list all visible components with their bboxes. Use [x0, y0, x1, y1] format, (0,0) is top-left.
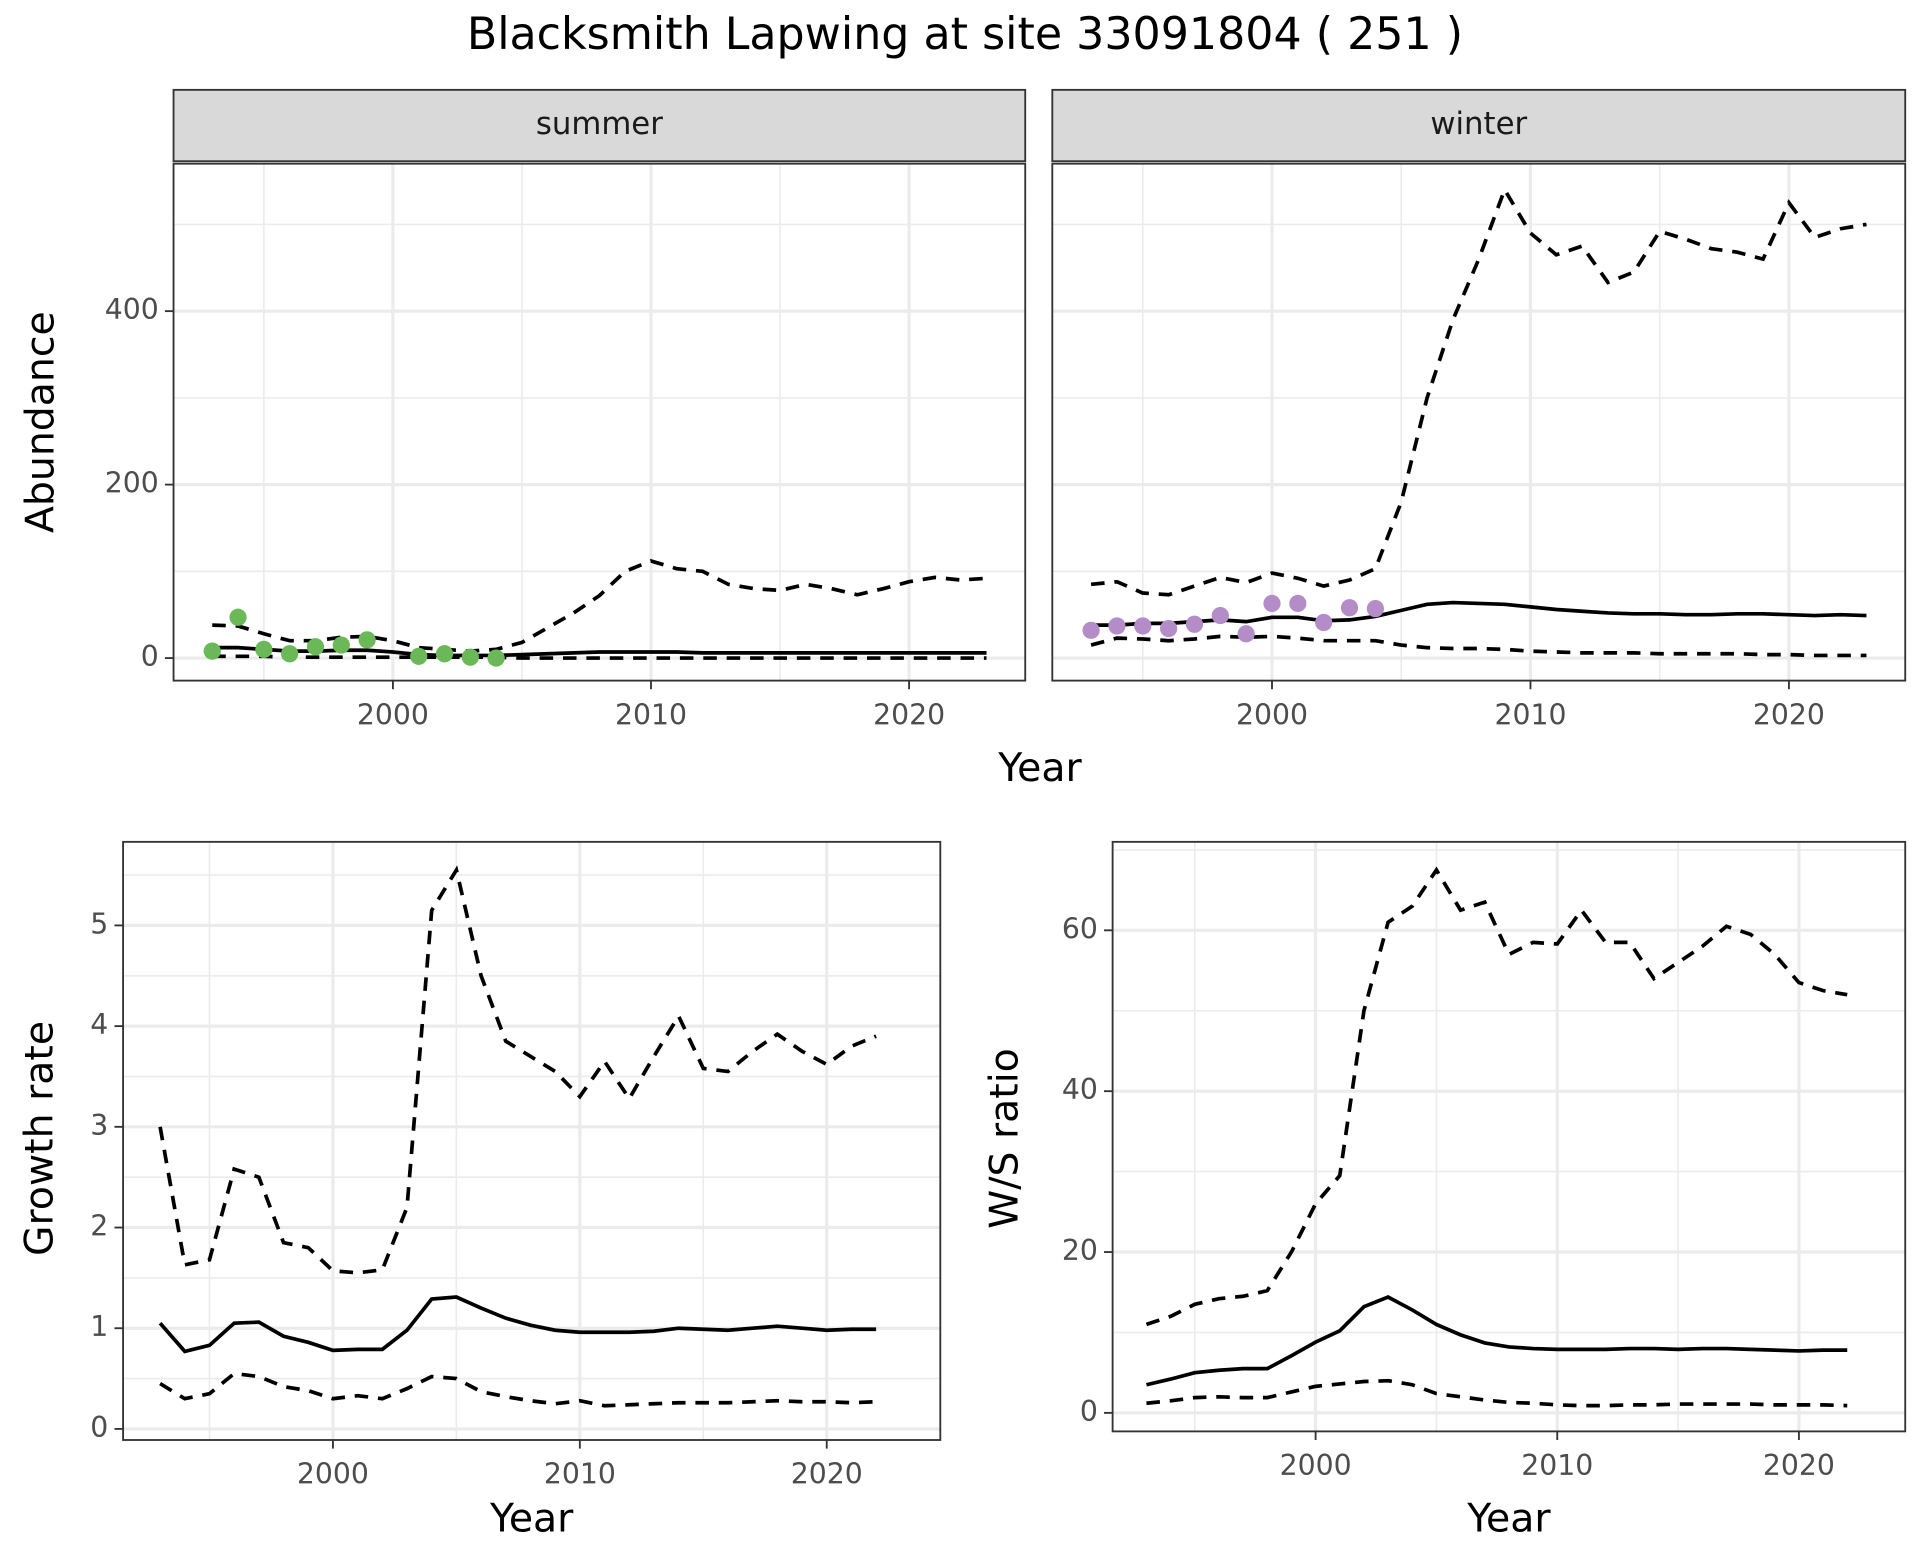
x-axis-title: Year [997, 745, 1082, 791]
interval-line [212, 654, 987, 660]
point [410, 647, 428, 665]
panel-border [172, 162, 1027, 682]
point [203, 642, 221, 660]
interval-line [1090, 185, 1867, 597]
x-tick-label: 2000 [1280, 1449, 1352, 1482]
y-tick-label: 200 [105, 467, 159, 500]
x-tick-label: 2020 [873, 698, 945, 731]
panel-border [122, 840, 942, 1441]
y-axis-title: Abundance [18, 311, 64, 533]
point [487, 649, 505, 667]
x-tick-label: 2020 [1763, 1449, 1835, 1482]
y-tick-label: 5 [90, 907, 108, 940]
y-tick-label: 400 [105, 293, 159, 326]
point [1108, 617, 1126, 635]
point [229, 608, 247, 626]
x-tick-label: 2020 [1753, 698, 1825, 731]
x-tick-label: 2010 [1521, 1449, 1593, 1482]
y-tick-label: 1 [90, 1310, 108, 1343]
point [281, 645, 299, 663]
panel-background [1052, 163, 1906, 681]
point [1160, 619, 1178, 638]
x-tick-label: 2010 [1494, 698, 1566, 731]
y-axis-title: W/S ratio [981, 1048, 1027, 1229]
y-tick-label: 0 [141, 640, 159, 673]
mean-line [1146, 1295, 1848, 1387]
interval-line [1145, 866, 1848, 1327]
y-tick-label: 3 [90, 1109, 108, 1142]
x-axis-title: Year [1466, 1496, 1551, 1542]
x-tick-label: 2000 [357, 698, 429, 731]
point [1211, 606, 1229, 625]
point [1289, 594, 1307, 613]
point [1185, 615, 1204, 633]
figure-title: Blacksmith Lapwing at site 33091804 ( 25… [467, 9, 1463, 60]
point [435, 645, 454, 663]
point [1134, 617, 1152, 635]
point [1366, 600, 1384, 618]
x-tick-label: 2010 [615, 698, 687, 731]
facet-strip [172, 88, 1027, 163]
facet-strip [1051, 88, 1907, 163]
interval-line [1090, 634, 1867, 658]
interval-line [1146, 1378, 1848, 1408]
panel-border [1111, 840, 1907, 1433]
point [1263, 594, 1281, 613]
point [1340, 599, 1359, 617]
interval-line [159, 1371, 877, 1408]
point [1315, 613, 1333, 632]
y-tick-label: 0 [1080, 1395, 1098, 1428]
y-axis-title: Growth rate [16, 1021, 62, 1256]
x-tick-label: 2000 [297, 1458, 369, 1491]
point [358, 631, 376, 649]
panel-background [123, 841, 941, 1440]
interval-line [158, 865, 877, 1275]
x-tick-label: 2020 [791, 1458, 863, 1491]
point [1237, 625, 1255, 643]
y-tick-label: 20 [1062, 1234, 1098, 1267]
y-tick-label: 2 [90, 1210, 108, 1243]
point [306, 638, 325, 656]
panel-border [1051, 162, 1907, 682]
x-axis-title: Year [489, 1496, 574, 1542]
facet-label: winter [1430, 106, 1527, 142]
mean-line [158, 1295, 877, 1354]
interval-line [212, 558, 987, 653]
facet-label: summer [536, 106, 663, 142]
point [1082, 621, 1100, 639]
point [461, 648, 479, 666]
x-tick-label: 2000 [1236, 698, 1308, 731]
y-tick-label: 0 [90, 1411, 108, 1444]
point [255, 640, 273, 659]
y-tick-label: 60 [1062, 912, 1098, 945]
x-tick-label: 2010 [544, 1458, 616, 1491]
panel-background [173, 163, 1026, 681]
y-tick-label: 40 [1062, 1073, 1098, 1106]
y-tick-label: 4 [90, 1008, 108, 1041]
point [332, 636, 350, 654]
